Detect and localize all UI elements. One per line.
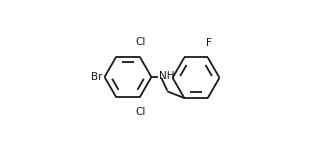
Text: F: F bbox=[206, 38, 212, 48]
Text: Br: Br bbox=[91, 72, 103, 82]
Text: Cl: Cl bbox=[135, 37, 146, 47]
Text: NH: NH bbox=[160, 71, 175, 81]
Text: Cl: Cl bbox=[135, 107, 146, 117]
